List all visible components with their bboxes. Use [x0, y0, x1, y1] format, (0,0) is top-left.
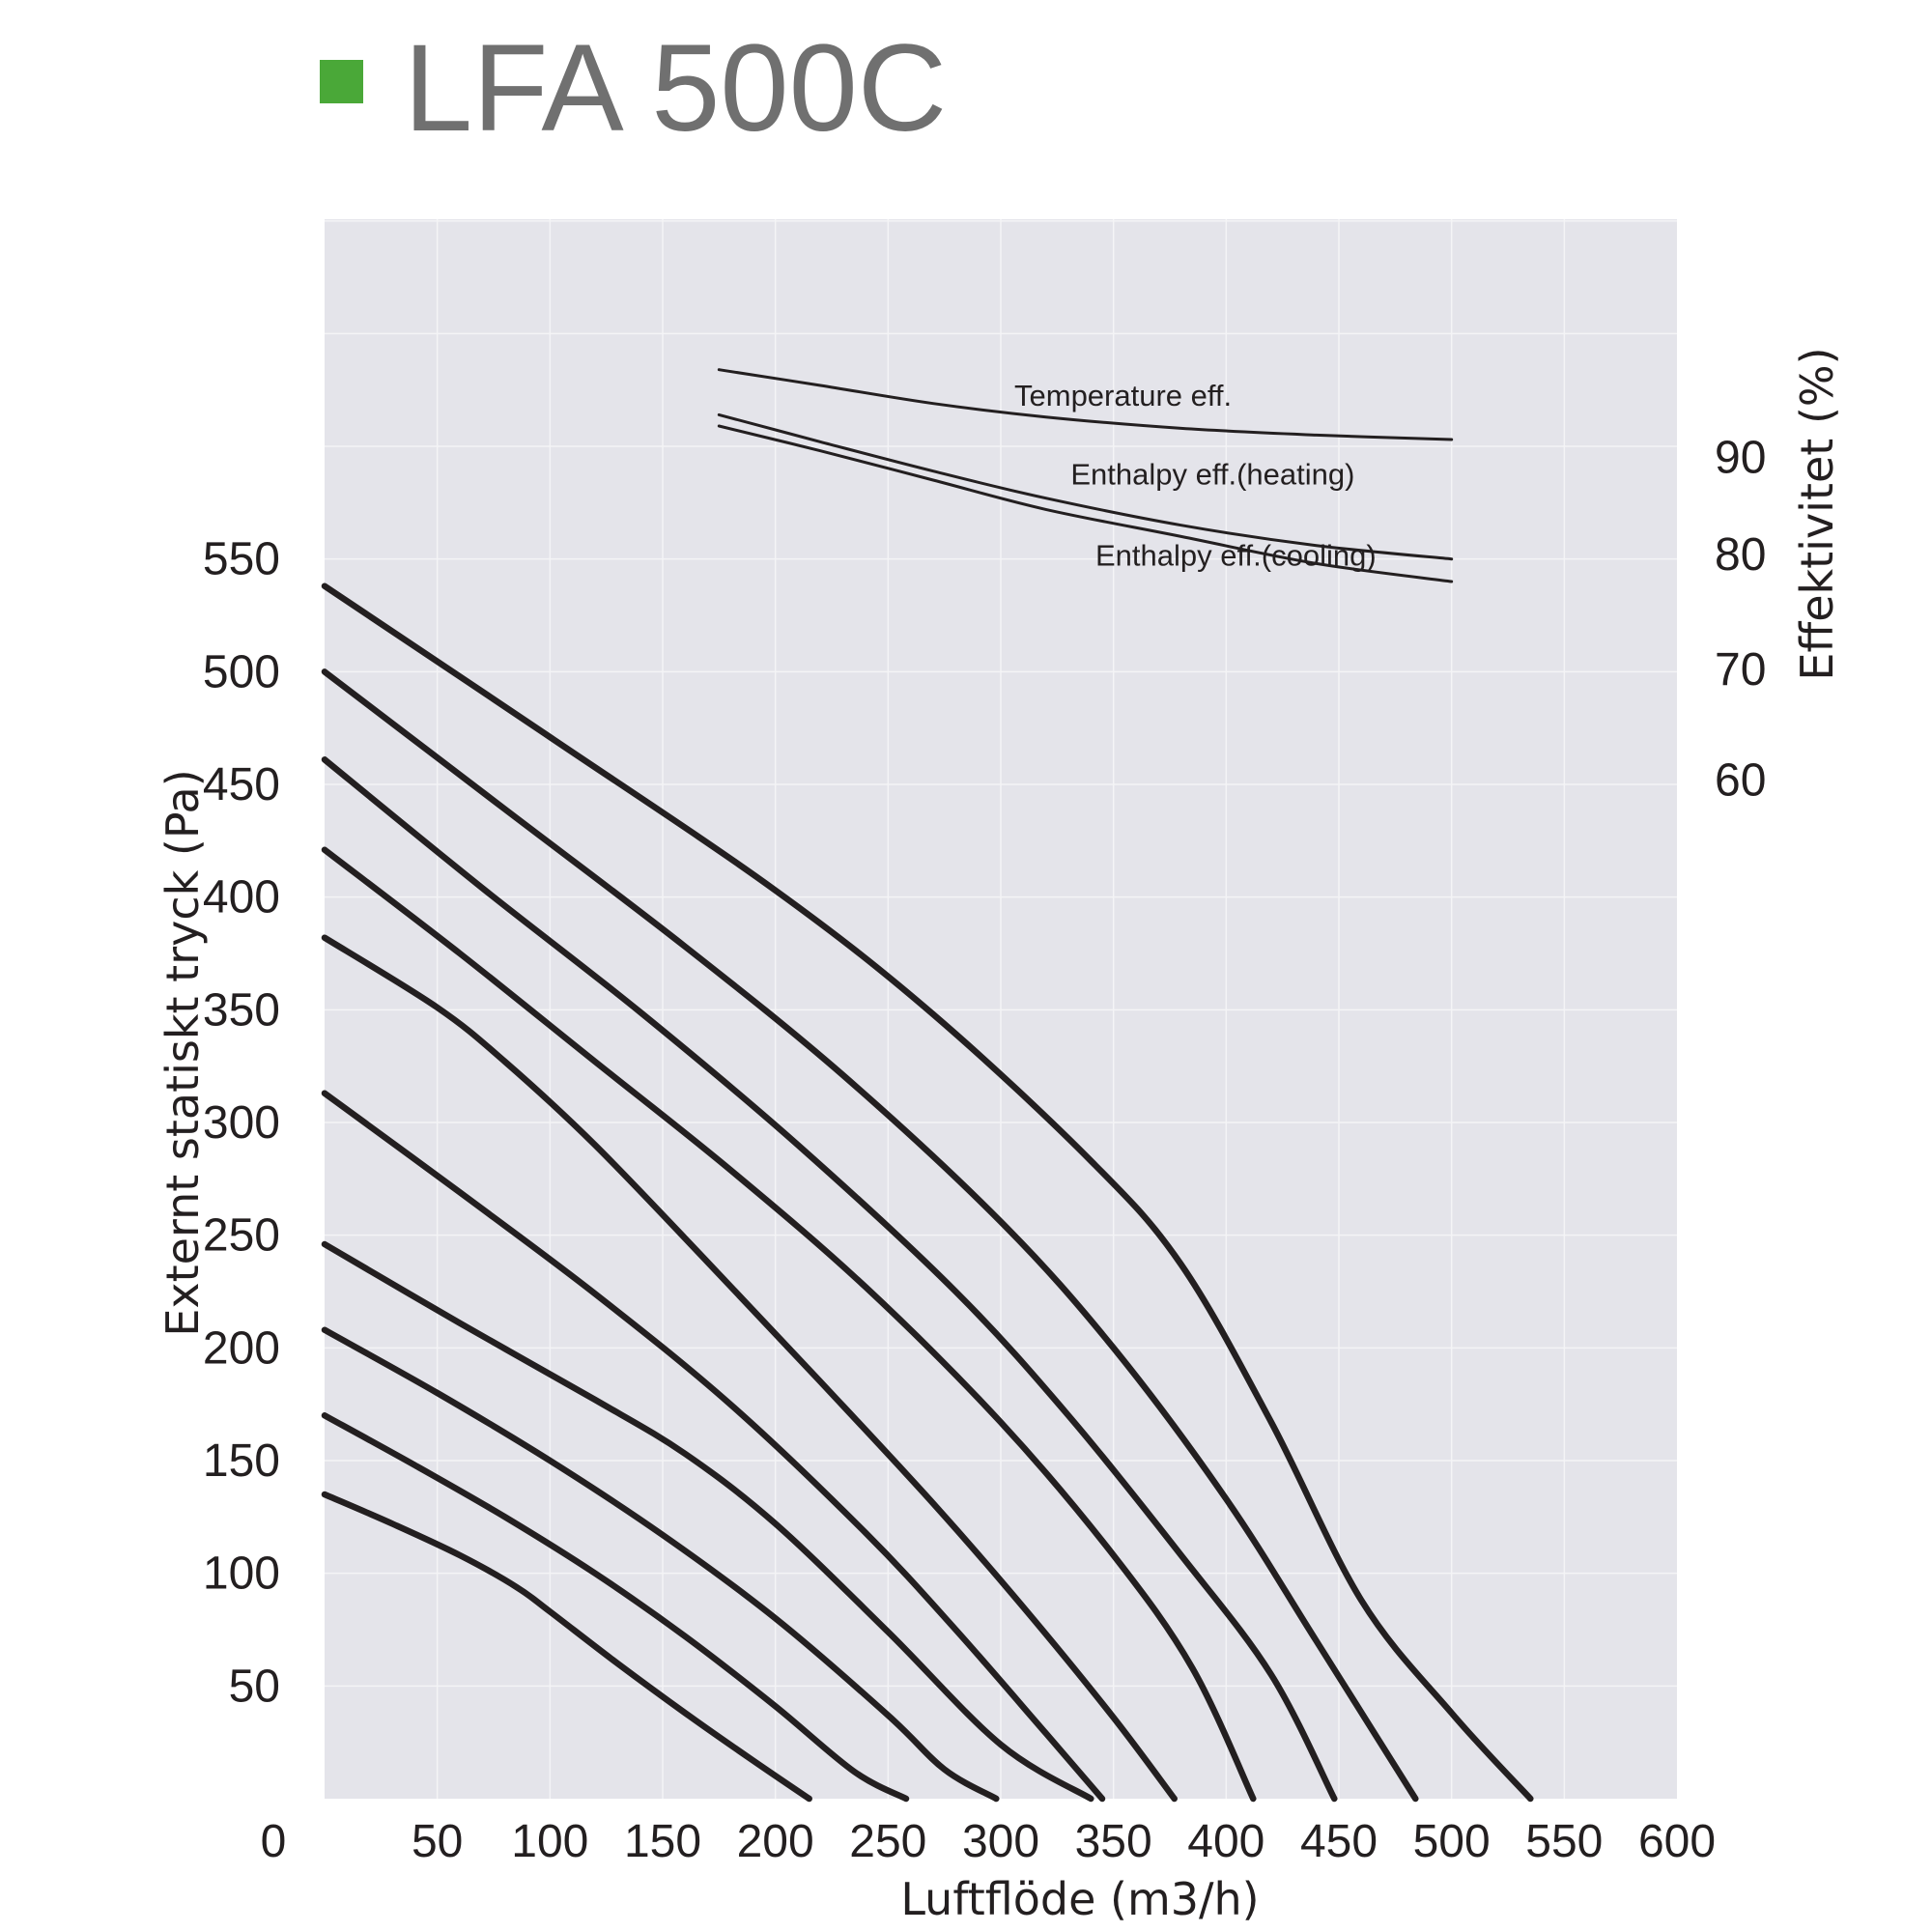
fan-curve-7: [321, 846, 1257, 1803]
y-axis-tick-labels: 50 100 150 200 250 300 350 400 450 500 550: [203, 534, 280, 1713]
x-tick-label: 300: [962, 1816, 1039, 1867]
gridlines: [325, 219, 1677, 1799]
fan-curve-2: [321, 1412, 910, 1803]
x-tick-label: 150: [624, 1816, 701, 1867]
efficiency-curves: [717, 368, 1454, 583]
fan-curve-6: [321, 934, 1178, 1803]
y2-tick-label: 70: [1715, 644, 1766, 696]
x-tick-label: 400: [1187, 1816, 1264, 1867]
x-tick-label: 550: [1525, 1816, 1603, 1867]
x-axis-label: Luftflöde (m3/h): [900, 1873, 1259, 1925]
x-tick-label: 500: [1413, 1816, 1491, 1867]
efficiency-curve-2: [717, 412, 1454, 561]
legend-marker: [320, 60, 363, 103]
efficiency-curve-3: [717, 424, 1454, 583]
efficiency-curve-label-2: Enthalpy eff.(heating): [1070, 458, 1354, 492]
y-tick-label: 300: [203, 1097, 280, 1149]
y-tick-label: 250: [203, 1210, 280, 1262]
fan-curve-9: [321, 668, 1419, 1803]
fan-curve-5: [321, 1090, 1106, 1803]
y-tick-label: 400: [203, 872, 280, 923]
y-tick-label: 100: [203, 1548, 280, 1600]
x-tick-label: 0: [261, 1816, 287, 1867]
y2-axis-label: Effektivitet (%): [1791, 347, 1843, 680]
y-tick-label: 500: [203, 646, 280, 697]
y-tick-label: 350: [203, 984, 280, 1036]
efficiency-curve-label-1: Temperature eff.: [1014, 379, 1232, 412]
y2-tick-label: 60: [1715, 754, 1766, 806]
y2-axis-tick-labels: 90 80 70 60: [1715, 433, 1766, 807]
x-tick-label: 200: [737, 1816, 814, 1867]
x-tick-label: 350: [1075, 1816, 1152, 1867]
fan-curve-8: [321, 756, 1338, 1803]
efficiency-curve-label-3: Enthalpy eff.(cooling): [1095, 539, 1377, 573]
x-tick-label: 450: [1300, 1816, 1378, 1867]
y-tick-label: 200: [203, 1322, 280, 1374]
x-axis-tick-labels: 0 50 100 150 200 250 300 350 400 450 500 550 600: [261, 1816, 1716, 1867]
y-tick-label: 50: [229, 1661, 280, 1712]
fan-curve-1: [321, 1491, 812, 1803]
y2-tick-label: 80: [1715, 529, 1766, 581]
x-tick-label: 600: [1638, 1816, 1716, 1867]
efficiency-curve-labels: Temperature eff. Enthalpy eff.(heating) En…: [1014, 379, 1377, 573]
y-tick-label: 550: [203, 534, 280, 585]
fan-curve-10: [321, 582, 1534, 1803]
fan-curve-3: [321, 1326, 1000, 1803]
x-tick-label: 250: [849, 1816, 926, 1867]
fan-curves: [321, 582, 1534, 1803]
efficiency-curve-1: [717, 368, 1454, 441]
y-tick-label: 450: [203, 759, 280, 810]
fan-curve-4: [321, 1240, 1094, 1803]
y-axis-label: Externt statiskt tryck (Pa): [156, 769, 209, 1336]
y2-tick-label: 90: [1715, 433, 1766, 484]
chart-title: LFA 500C: [404, 19, 947, 157]
x-tick-label: 50: [412, 1816, 463, 1867]
y-tick-label: 150: [203, 1435, 280, 1487]
x-tick-label: 100: [511, 1816, 588, 1867]
